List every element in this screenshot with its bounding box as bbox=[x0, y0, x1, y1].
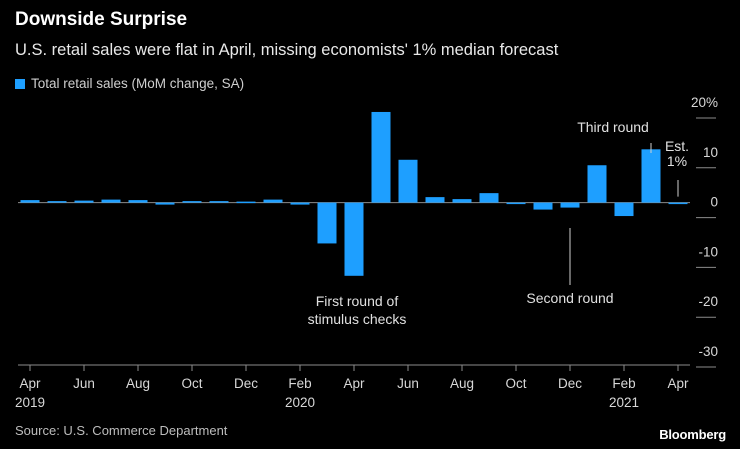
bar bbox=[560, 202, 580, 208]
x-tick-label: Apr bbox=[667, 376, 689, 391]
bar bbox=[47, 201, 67, 203]
bar bbox=[263, 199, 283, 203]
annotation-first-round: First round of bbox=[316, 293, 399, 309]
x-tick-label: Feb bbox=[288, 376, 311, 391]
legend-label: Total retail sales (MoM change, SA) bbox=[31, 76, 245, 91]
x-tick-label: Aug bbox=[126, 376, 150, 391]
annotation-third-round: Third round bbox=[577, 119, 649, 135]
x-tick-label: Feb bbox=[612, 376, 635, 391]
chart-title: Downside Surprise bbox=[15, 9, 188, 30]
annotation-second-round: Second round bbox=[526, 290, 613, 306]
x-tick-year-label: 2021 bbox=[609, 395, 639, 410]
y-tick-label: 20% bbox=[691, 95, 718, 110]
bar bbox=[452, 199, 472, 203]
chart-subtitle: U.S. retail sales were flat in April, mi… bbox=[15, 41, 559, 59]
chart-legend: Total retail sales (MoM change, SA) bbox=[15, 76, 244, 91]
x-tick-label: Jun bbox=[397, 376, 419, 391]
source-note: Source: U.S. Commerce Department bbox=[15, 423, 228, 438]
x-tick-label: Apr bbox=[19, 376, 41, 391]
bar bbox=[182, 201, 202, 203]
bar bbox=[20, 200, 40, 203]
bar bbox=[290, 202, 310, 205]
bar bbox=[479, 193, 499, 203]
estimate-label: 1% bbox=[667, 153, 687, 169]
y-tick-label: -10 bbox=[698, 244, 718, 259]
bar bbox=[236, 201, 256, 204]
estimate-label: Est. bbox=[665, 138, 689, 154]
bar bbox=[209, 201, 229, 203]
bar bbox=[371, 111, 391, 203]
annotation-first-round: stimulus checks bbox=[308, 311, 407, 327]
x-tick-year-label: 2019 bbox=[15, 395, 45, 410]
x-tick-label: Dec bbox=[234, 376, 258, 391]
bar bbox=[614, 202, 634, 217]
bar bbox=[641, 149, 661, 203]
x-tick-label: Oct bbox=[505, 376, 526, 391]
bloomberg-logo: Bloomberg bbox=[659, 427, 726, 442]
bar bbox=[668, 202, 688, 205]
bar bbox=[344, 202, 364, 276]
bar bbox=[398, 159, 418, 203]
bar bbox=[155, 202, 175, 205]
bar bbox=[506, 202, 526, 205]
y-tick-label: 10 bbox=[703, 145, 718, 160]
bar bbox=[533, 202, 553, 210]
y-tick-label: 0 bbox=[710, 195, 718, 210]
bar bbox=[317, 202, 337, 244]
x-tick-label: Oct bbox=[181, 376, 202, 391]
x-tick-label: Apr bbox=[343, 376, 365, 391]
x-tick-label: Dec bbox=[558, 376, 582, 391]
y-tick-label: -30 bbox=[698, 344, 718, 359]
bar bbox=[425, 197, 445, 203]
bar bbox=[101, 199, 121, 203]
bar bbox=[74, 200, 94, 203]
x-tick-label: Aug bbox=[450, 376, 474, 391]
y-tick-label: -20 bbox=[698, 294, 718, 309]
x-tick-label: Jun bbox=[73, 376, 95, 391]
legend-swatch bbox=[15, 78, 25, 89]
bar bbox=[587, 165, 607, 203]
bar bbox=[128, 200, 148, 203]
x-tick-year-label: 2020 bbox=[285, 395, 315, 410]
